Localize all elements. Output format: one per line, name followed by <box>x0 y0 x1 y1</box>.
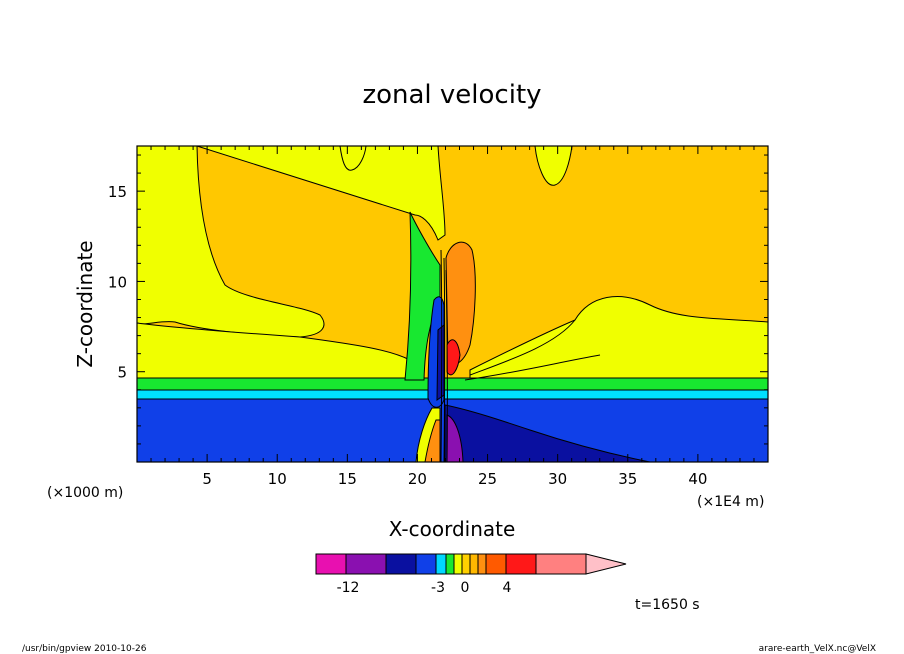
chart-title: zonal velocity <box>362 80 541 110</box>
y-tick-labels: 5 10 15 <box>108 183 127 382</box>
y-tick-label: 15 <box>108 183 127 201</box>
colorbar-label: -3 <box>431 580 445 596</box>
x-unit-left: (×1000 m) <box>47 485 123 501</box>
region-bottom-purple <box>446 414 464 462</box>
colorbar-swatch <box>477 553 487 575</box>
x-tick-labels: 5 10 15 20 25 30 35 40 <box>202 470 707 488</box>
colorbar-swatch <box>469 553 479 575</box>
region-yellow-middle <box>137 322 413 379</box>
region-green-column <box>404 211 441 381</box>
time-annotation: t=1650 s <box>635 597 700 613</box>
x-tick-label: 20 <box>408 470 427 488</box>
colorbar-label: -12 <box>337 580 360 596</box>
colorbar-swatch <box>435 553 447 575</box>
x-tick-label: 25 <box>478 470 497 488</box>
region-yellow-top-lobe-1 <box>339 146 367 171</box>
x-tick-label: 35 <box>618 470 637 488</box>
y-axis-label: Z-coordinate <box>73 240 97 367</box>
colorbar-label: 0 <box>461 580 470 596</box>
x-axis-label: X-coordinate <box>389 517 516 541</box>
colorbar-swatch <box>461 553 471 575</box>
footer-right: arare-earth_VelX.nc@VelX <box>759 644 876 654</box>
x-tick-label: 10 <box>268 470 287 488</box>
colorbar-swatch <box>445 553 455 575</box>
colorbar-extension-arrow <box>585 553 627 575</box>
y-tick-label: 5 <box>117 364 127 382</box>
colorbar-swatch <box>453 553 463 575</box>
plot-area <box>136 145 769 463</box>
x-tick-label: 30 <box>548 470 567 488</box>
colorbar-swatch <box>415 553 437 575</box>
x-tick-label: 15 <box>338 470 357 488</box>
region-red-core <box>446 339 461 376</box>
region-yellow-left <box>137 146 325 338</box>
colorbar <box>315 553 627 575</box>
contour-lines <box>440 249 601 462</box>
x-tick-label: 5 <box>202 470 212 488</box>
footer-left: /usr/bin/gpview 2010-10-26 <box>22 644 147 654</box>
region-cyan-band <box>137 389 768 400</box>
colorbar-swatch <box>485 553 507 575</box>
colorbar-swatch <box>315 553 347 575</box>
colorbar-swatch <box>505 553 537 575</box>
region-green-band <box>137 377 768 391</box>
region-deep-blue <box>444 404 651 462</box>
colorbar-swatch <box>385 553 417 575</box>
axis-ticks <box>137 146 768 462</box>
region-yellow-top <box>196 146 446 241</box>
plot-frame <box>136 145 769 463</box>
region-yellow-right <box>469 296 768 379</box>
colorbar-label: 4 <box>503 580 512 596</box>
colorbar-swatch <box>535 553 587 575</box>
region-bottom-orange <box>424 419 441 462</box>
colorbar-labels: -12 -3 0 4 <box>337 580 512 596</box>
region-yellow-top-lobe-2 <box>534 146 573 186</box>
x-tick-label: 40 <box>688 470 707 488</box>
colorbar-swatch <box>345 553 387 575</box>
y-tick-label: 10 <box>108 273 127 291</box>
x-unit-right: (×1E4 m) <box>697 494 764 510</box>
region-deep-blue-core <box>436 323 445 401</box>
